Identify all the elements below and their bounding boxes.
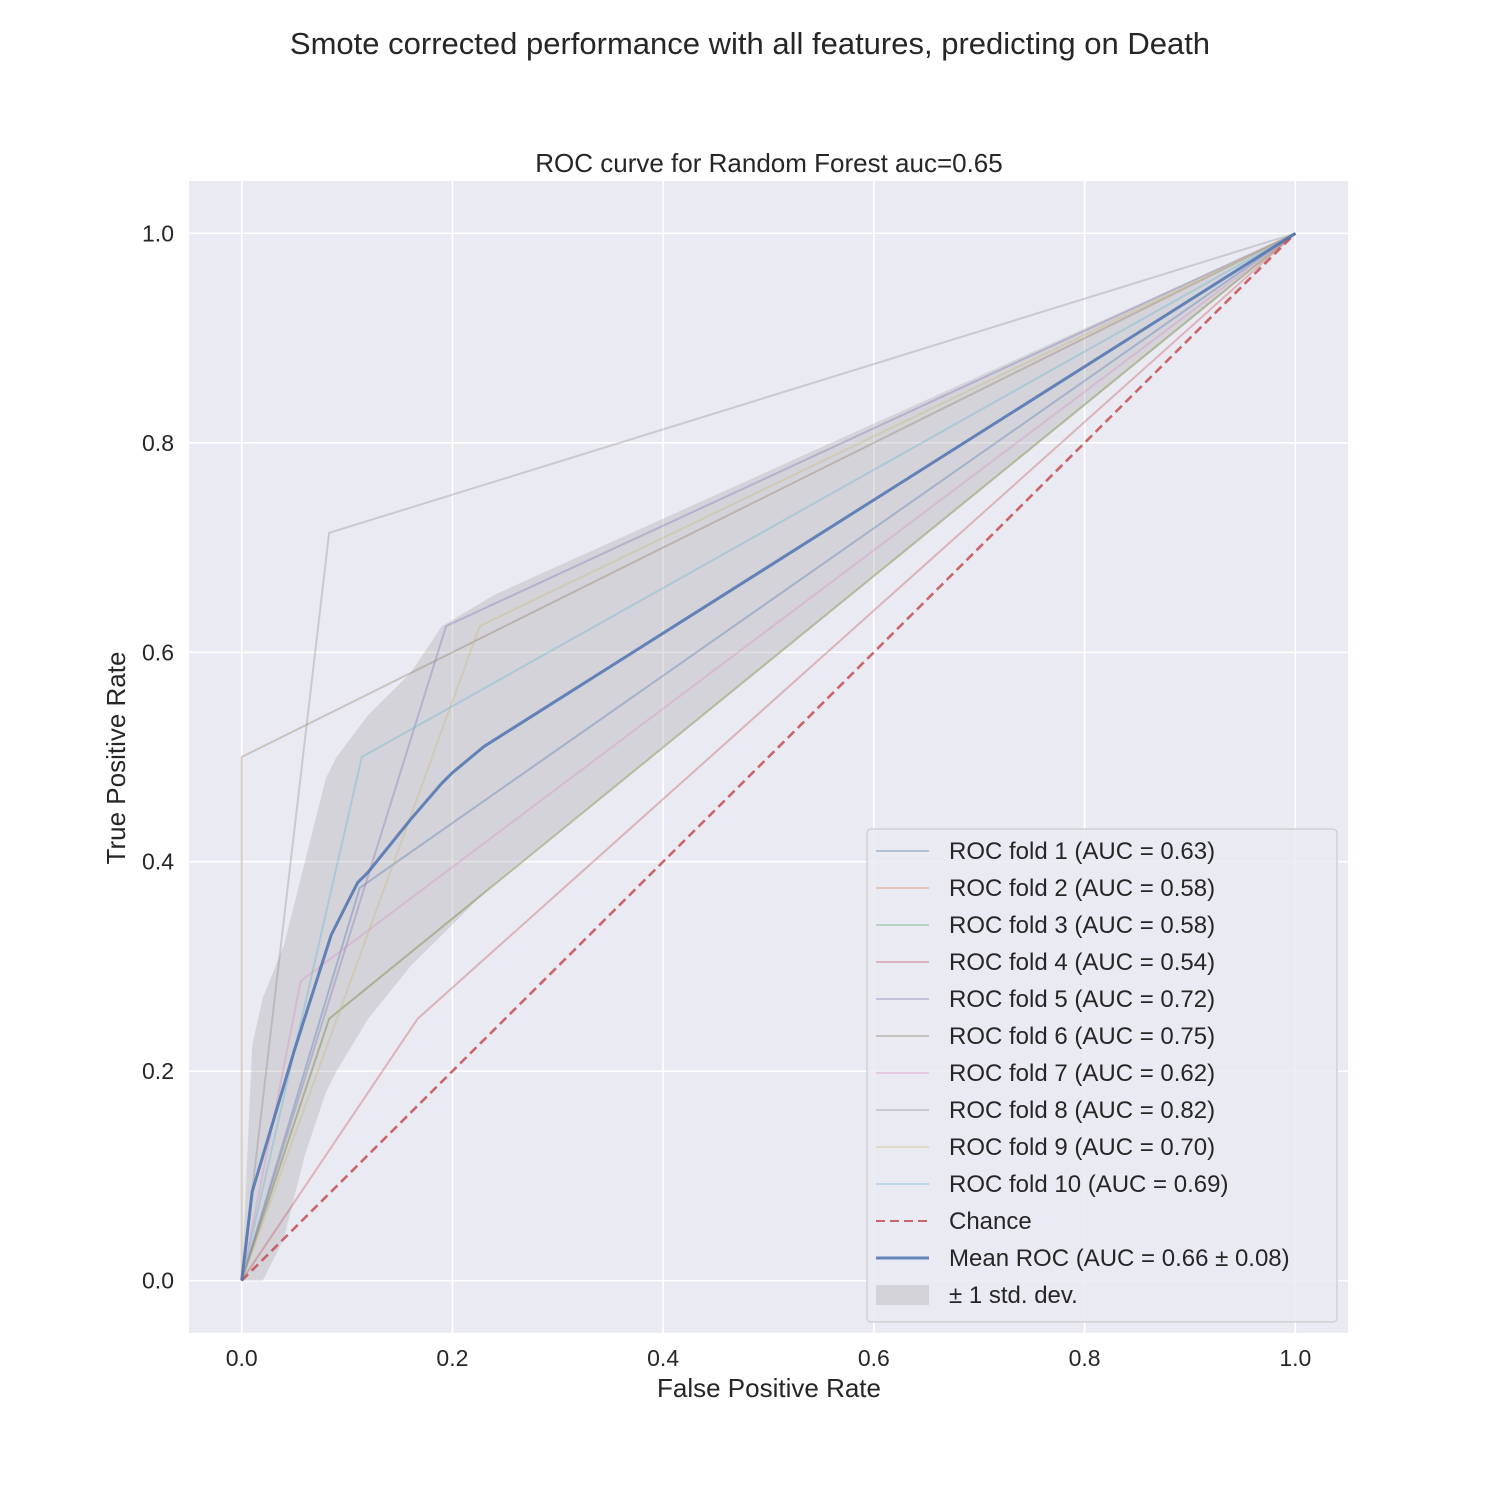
x-tick-label: 0.2 [436, 1345, 468, 1371]
legend-entry: ROC fold 10 (AUC = 0.69) [949, 1171, 1228, 1198]
x-tick-label: 1.0 [1279, 1345, 1311, 1371]
legend-entry: ± 1 std. dev. [949, 1282, 1078, 1309]
roc-fold-8-line [240, 232, 1296, 1281]
x-tick-label: 0.4 [647, 1345, 679, 1371]
legend-entry: Mean ROC (AUC = 0.66 ± 0.08) [949, 1245, 1290, 1272]
mean-roc-line [240, 232, 1297, 1281]
legend-box [866, 828, 1338, 1323]
legend-entry: ROC fold 3 (AUC = 0.58) [949, 912, 1215, 939]
roc-fold-1-line [240, 232, 1296, 1281]
y-tick-labels: 0.0 0.2 0.4 0.6 0.8 1.0 [142, 220, 174, 1293]
std-band [241, 233, 1296, 1281]
legend-entry: ROC fold 4 (AUC = 0.54) [949, 949, 1215, 976]
roc-fold-3-line [240, 232, 1296, 1281]
legend-entry: ROC fold 6 (AUC = 0.75) [949, 1023, 1215, 1050]
y-axis-label: True Positive Rate [101, 652, 131, 865]
fold-series [240, 232, 1297, 1282]
roc-fold-7-line [240, 232, 1296, 1281]
y-tick-label: 0.0 [142, 1268, 174, 1294]
x-tick-labels: 0.0 0.2 0.4 0.6 0.8 1.0 [226, 1345, 1312, 1371]
legend-entry: ROC fold 1 (AUC = 0.63) [949, 838, 1215, 865]
y-tick-label: 0.6 [142, 639, 174, 665]
roc-fold-4-line [240, 232, 1296, 1282]
legend-entry: ROC fold 5 (AUC = 0.72) [949, 986, 1215, 1013]
y-tick-label: 0.8 [142, 430, 174, 456]
legend: ROC fold 1 (AUC = 0.63) ROC fold 2 (AUC =… [866, 828, 1338, 1323]
y-tick-label: 0.2 [142, 1058, 174, 1084]
legend-entry: Chance [949, 1208, 1032, 1235]
mean-roc [240, 232, 1297, 1281]
chart-title: ROC curve for Random Forest auc=0.65 [535, 148, 1002, 178]
figure-suptitle: Smote corrected performance with all fea… [290, 26, 1210, 61]
roc-fold-5-line [240, 232, 1296, 1281]
x-tick-label: 0.6 [858, 1345, 890, 1371]
legend-entry: ROC fold 8 (AUC = 0.82) [949, 1097, 1215, 1124]
chance-line [240, 232, 1297, 1282]
legend-entry: ROC fold 2 (AUC = 0.58) [949, 875, 1215, 902]
roc-fold-6-line [240, 232, 1296, 1281]
roc-fold-2-line [240, 232, 1296, 1281]
y-tick-label: 0.4 [142, 849, 174, 875]
roc-fold-10-line [240, 232, 1296, 1281]
x-axis-label: False Positive Rate [657, 1373, 881, 1403]
x-tick-label: 0.0 [226, 1345, 258, 1371]
legend-entry: ROC fold 7 (AUC = 0.62) [949, 1060, 1215, 1087]
y-tick-label: 1.0 [142, 220, 174, 246]
legend-entry: ROC fold 9 (AUC = 0.70) [949, 1134, 1215, 1161]
std-band-area [241, 233, 1296, 1281]
legend-swatch-std-band [876, 1285, 929, 1305]
roc-fold-9-line [240, 232, 1296, 1281]
x-tick-label: 0.8 [1069, 1345, 1101, 1371]
